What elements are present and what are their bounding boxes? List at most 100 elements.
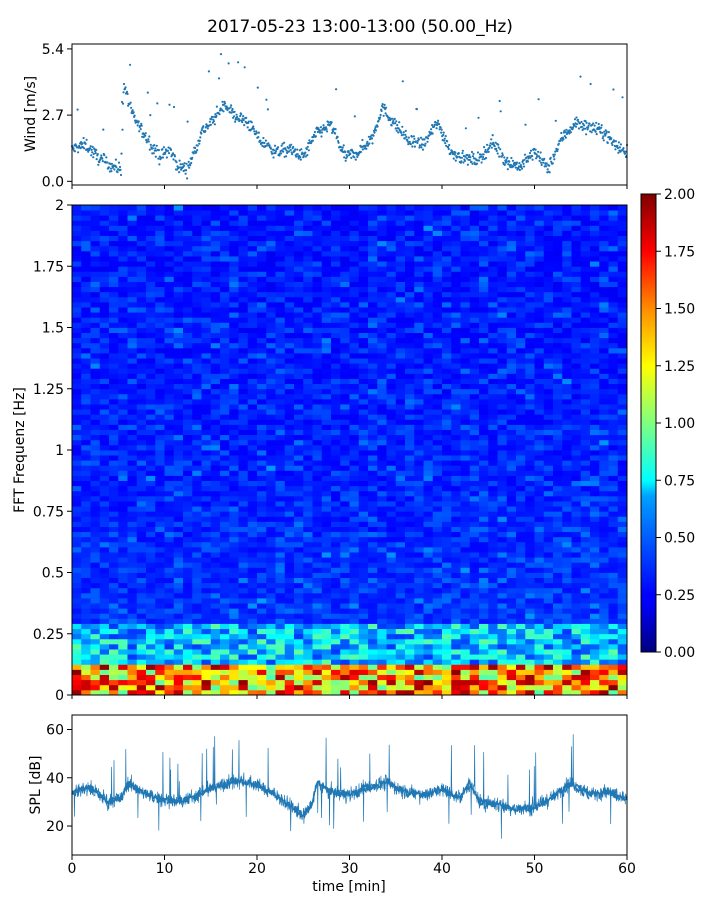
spectrogram-cell — [90, 516, 101, 522]
spectrogram-cell — [405, 465, 415, 471]
spectrogram-cell — [136, 455, 147, 461]
spectrogram-cell — [497, 444, 508, 451]
wind-point — [377, 119, 380, 123]
spectrogram-cell — [506, 439, 517, 446]
spectrogram-cell — [488, 485, 498, 492]
spectrogram-cell — [229, 592, 239, 599]
spectrogram-cell — [516, 455, 526, 461]
spectrogram-cell — [321, 526, 332, 533]
spectrogram-cell — [109, 480, 119, 487]
spectrogram-cell — [506, 516, 517, 522]
spectrogram-cell — [247, 572, 258, 578]
wind-point — [614, 140, 618, 143]
spectrogram-cell — [423, 582, 434, 589]
wind-point — [96, 153, 99, 156]
spectrogram-cell — [405, 613, 415, 619]
wind-point — [557, 142, 560, 145]
spectrogram-cell — [164, 526, 175, 533]
spectrogram-cell — [284, 536, 295, 543]
wind-point — [418, 146, 421, 149]
spectrogram-cell — [553, 689, 563, 696]
spectrogram-cell — [469, 480, 480, 487]
spectrogram-cell — [358, 643, 369, 650]
spectrogram-cell — [368, 429, 378, 436]
spectrogram-cell — [340, 434, 350, 441]
spectrogram-cell — [238, 373, 249, 379]
spectrogram-cell — [451, 654, 461, 660]
spectrogram-cell — [99, 378, 110, 385]
wind-point — [430, 128, 433, 131]
wind-point — [356, 155, 359, 158]
spectrogram-cell — [442, 659, 452, 665]
spectrogram-cell — [312, 643, 323, 650]
spectrogram-cell — [414, 598, 424, 604]
spectrogram-cell — [229, 409, 239, 415]
spectrogram-cell — [164, 490, 175, 497]
spectrogram-cell — [192, 623, 202, 630]
spectrogram-cell — [275, 557, 286, 563]
spectrogram-cell — [275, 536, 286, 543]
wind-point — [461, 149, 464, 152]
spectrogram-cell — [506, 368, 517, 374]
spectrogram-cell — [340, 444, 350, 451]
spectrogram-cell — [164, 684, 175, 691]
spectrogram-cell — [543, 393, 554, 400]
spectrogram-cell — [201, 444, 212, 451]
spectrogram-cell — [516, 654, 526, 660]
spectrogram-cell — [118, 659, 128, 665]
spectrogram-cell — [599, 460, 609, 466]
wind-point — [493, 145, 496, 148]
spectrogram-cell — [321, 649, 332, 655]
spectrogram-cell — [395, 541, 406, 548]
spectrogram-cell — [164, 577, 175, 584]
spectrogram-cell — [275, 552, 286, 558]
spectrogram-cell — [127, 592, 138, 599]
spectrogram-cell — [238, 424, 249, 430]
spectrogram-cell — [488, 536, 498, 543]
spectrogram-cell — [109, 567, 119, 573]
wind-point — [374, 126, 377, 129]
spectrogram-cell — [229, 552, 239, 558]
spectrogram-cell — [81, 684, 91, 691]
spectrogram-cell — [90, 562, 101, 568]
spectrogram-cell — [321, 429, 332, 436]
spectrogram-cell — [395, 674, 406, 681]
spectrogram-cell — [118, 506, 128, 512]
wind-point — [121, 102, 125, 105]
spectrogram-cell — [340, 485, 350, 492]
spectrogram-cell — [497, 393, 508, 400]
spectrogram-cell — [543, 485, 554, 492]
spectrogram-cell — [220, 495, 230, 502]
wind-point — [500, 155, 503, 158]
spectrogram-cell — [220, 521, 230, 527]
spectrogram-cell — [72, 674, 82, 681]
spectrogram-cell — [590, 598, 600, 604]
spectrogram-cell — [220, 378, 230, 385]
spectrogram-cell — [164, 679, 175, 686]
wind-point — [101, 157, 104, 160]
spectrogram-cell — [617, 598, 628, 604]
spectrogram-cell — [590, 465, 600, 471]
spectrogram-cell — [553, 393, 563, 400]
spectrogram-cell — [442, 674, 452, 681]
spectrogram-cell — [201, 363, 212, 369]
spectrogram-cell — [525, 506, 535, 512]
spectrogram-cell — [571, 613, 582, 619]
spectrogram-cell — [497, 643, 508, 650]
wind-point — [447, 145, 450, 149]
spectrogram-cell — [423, 592, 434, 599]
spectrogram-cell — [294, 623, 304, 630]
spectrogram-cell — [349, 598, 360, 604]
spectrogram-cell — [303, 373, 313, 379]
spectrogram-cell — [543, 572, 554, 578]
spectrogram-cell — [377, 567, 387, 573]
spectrogram-cell — [395, 598, 406, 604]
spectrogram-cell — [210, 465, 221, 471]
spectrogram-cell — [608, 398, 619, 405]
spectrogram-cell — [377, 485, 387, 492]
wind-point — [77, 151, 80, 154]
spectrogram-cell — [442, 424, 452, 430]
spectrogram-cell — [127, 567, 138, 573]
wind-point — [243, 66, 246, 69]
spectrogram-cell — [146, 536, 156, 543]
